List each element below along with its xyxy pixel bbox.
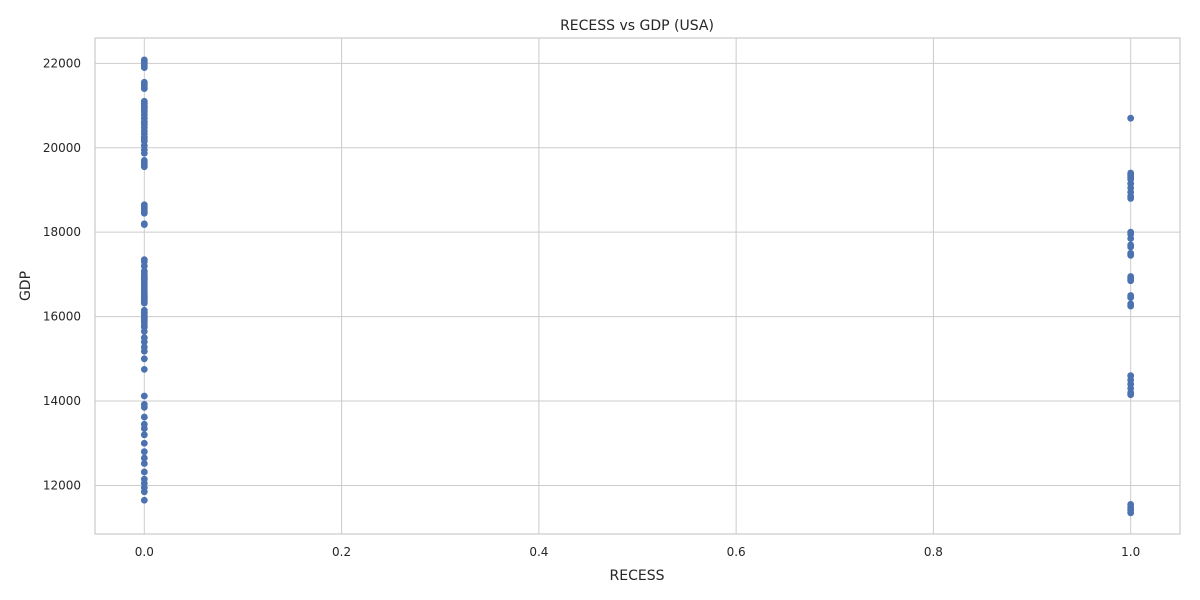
scatter-point [140,343,148,351]
scatter-point [1127,372,1135,380]
scatter-point [140,401,148,408]
scatter-point [140,431,148,439]
scatter-point [140,460,148,467]
scatter-point [140,392,148,400]
scatter-point [140,308,148,316]
scatter-point [140,454,148,462]
scatter-point [1127,273,1135,280]
y-axis-label: GDP [18,271,34,301]
points-layer [140,56,1135,517]
scatter-point [140,355,148,363]
scatter-point [1127,114,1135,122]
scatter-point [140,475,148,483]
scatter-point [1127,501,1135,508]
scatter-point [140,78,148,86]
x-tick-label: 1.0 [1121,545,1140,559]
x-tick-label: 0.4 [529,545,548,559]
y-tick-label: 14000 [43,394,81,408]
scatter-point [140,315,148,323]
y-tick-label: 18000 [43,225,81,239]
scatter-point [1127,241,1135,249]
scatter-point [140,439,148,447]
scatter-point [140,135,148,143]
y-tick-label: 16000 [43,310,81,324]
scatter-point [140,220,148,228]
scatter-point [140,56,148,64]
y-tick-label: 22000 [43,56,81,70]
scatter-point [140,468,148,476]
scatter-point [140,256,148,264]
scatter-point [1127,169,1135,177]
scatter-point [140,267,148,275]
x-axis-label: RECESS [610,568,665,584]
x-tick-label: 0.8 [924,545,943,559]
x-tick-label: 0.2 [332,545,351,559]
scatter-point [140,420,148,428]
scatter-point [1127,249,1135,257]
scatter-point [140,334,148,342]
scatter-point [1127,228,1135,236]
scatter-point [140,119,148,126]
chart-title: RECESS vs GDP (USA) [560,18,714,34]
grid-layer [95,38,1180,534]
scatter-point [140,201,148,209]
scatter-point [140,448,148,456]
scatter-point [140,157,148,164]
ticks-layer: 0.0 0.2 0.4 0.6 0.8 1.0 12000 14000 16000 18000 20… [43,56,1140,559]
plot-frame [94,37,1181,535]
scatter-point [140,275,148,283]
y-tick-label: 20000 [43,141,81,155]
scatter-point [140,104,148,112]
y-tick-label: 12000 [43,478,81,492]
scatter-point [140,496,148,504]
scatter-point [140,294,148,302]
scatter-point [1127,300,1135,308]
scatter-point [140,413,148,421]
x-tick-label: 0.0 [135,545,154,559]
x-tick-label: 0.6 [727,545,746,559]
scatter-point [1127,292,1135,299]
scatter-point [140,365,148,373]
